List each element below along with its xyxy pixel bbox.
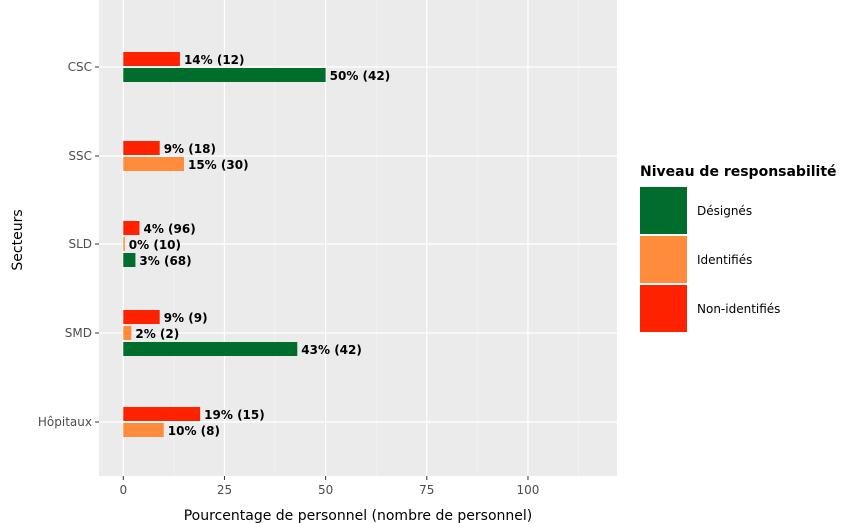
y-axis: CSC SSC SLD SMD Hôpitaux (38, 60, 99, 429)
y-tick-label: SLD (68, 237, 92, 251)
legend-key-designes (640, 187, 687, 234)
bar-hopitaux-identifies (123, 423, 164, 437)
bar-label: 50% (42) (330, 69, 391, 83)
bar-label: 4% (96) (143, 222, 195, 236)
bar-sld-identifies (123, 237, 125, 251)
x-tick-label: 100 (517, 483, 540, 497)
bar-label: 0% (10) (129, 238, 181, 252)
x-tick-label: 75 (419, 483, 434, 497)
bar-smd-designes (123, 342, 298, 356)
bar-label: 2% (2) (135, 327, 179, 341)
y-axis-title: Secteurs (10, 209, 26, 270)
bar-label: 15% (30) (188, 158, 249, 172)
bar-csc-designes (123, 68, 326, 82)
bar-label: 14% (12) (184, 53, 245, 67)
bar-hopitaux-non-identifies (123, 407, 201, 421)
bar-label: 3% (68) (139, 254, 191, 268)
bar-label: 43% (42) (301, 343, 362, 357)
bar-label: 9% (9) (164, 311, 208, 325)
y-tick-label: Hôpitaux (38, 415, 92, 429)
bar-ssc-identifies (123, 157, 184, 171)
y-tick-label: SMD (65, 326, 92, 340)
legend: Niveau de responsabilité Désignés Identif… (640, 164, 837, 332)
legend-key-identifies (640, 236, 687, 283)
x-tick-label: 0 (119, 483, 127, 497)
bar-ssc-non-identifies (123, 141, 160, 155)
legend-label: Non-identifiés (697, 302, 780, 316)
bar-sld-designes (123, 253, 136, 267)
legend-title: Niveau de responsabilité (640, 164, 837, 180)
y-tick-label: CSC (68, 60, 92, 74)
y-tick-label: SSC (68, 149, 92, 163)
bar-labels: 14% (12) 50% (42) 9% (18) 15% (30) 4% (96) 0%… (129, 53, 390, 438)
bar-label: 9% (18) (164, 142, 216, 156)
bar-label: 19% (15) (204, 408, 265, 422)
bar-csc-non-identifies (123, 52, 180, 66)
x-axis: 0 25 50 75 100 (119, 476, 539, 497)
bar-smd-identifies (123, 326, 132, 340)
bar-label: 10% (8) (168, 424, 220, 438)
bar-sld-non-identifies (123, 221, 140, 235)
x-tick-label: 25 (217, 483, 232, 497)
legend-label: Identifiés (697, 253, 752, 267)
x-axis-title: Pourcentage de personnel (nombre de pers… (184, 508, 533, 523)
legend-label: Désignés (697, 204, 752, 218)
bar-smd-non-identifies (123, 310, 160, 324)
legend-key-non-identifies (640, 285, 687, 332)
bars (123, 52, 326, 437)
x-tick-label: 50 (318, 483, 333, 497)
